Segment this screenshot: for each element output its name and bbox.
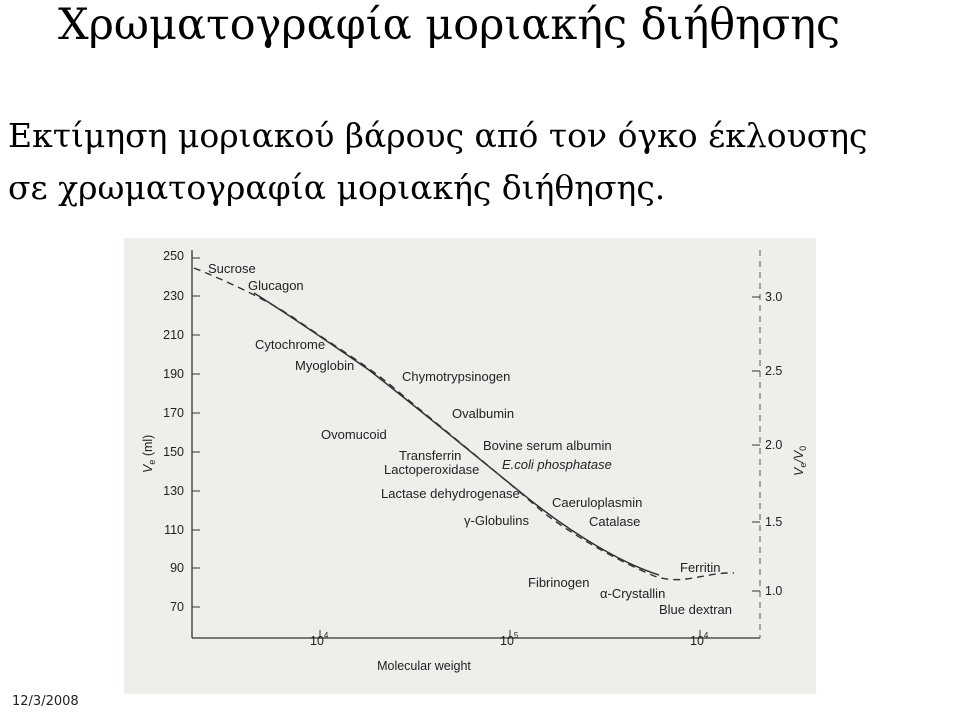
left-tick-label: 230: [163, 289, 184, 303]
protein-label-blue-dextran: Blue dextran: [659, 602, 732, 617]
elution-volume-figure: 250 230 210 190 170 150 130 110 90 70 Ve…: [124, 238, 816, 694]
left-tick-marks: [192, 257, 200, 608]
subtitle-line-2: σε χρωματογραφία μοριακής διήθησης.: [8, 168, 666, 207]
protein-label-lactoperoxidase: Lactoperoxidase: [384, 462, 479, 477]
x-tick-label: 105: [500, 631, 519, 648]
protein-label-alpha-crystallin: α-Crystallin: [600, 586, 665, 601]
right-axis-title: Ve/V0: [792, 446, 808, 476]
slide-subtitle: Εκτίμηση μοριακού βάρους από τον όγκο έκ…: [8, 110, 958, 214]
left-tick-label: 70: [170, 600, 184, 614]
left-tick-label: 210: [163, 328, 184, 342]
subtitle-line-1: Εκτίμηση μοριακού βάρους από τον όγκο έκ…: [8, 116, 868, 155]
protein-label-ferritin: Ferritin: [680, 560, 720, 575]
calibration-curve: [253, 292, 660, 576]
protein-label-lactase-dehydrogenase: Lactase dehydrogenase: [381, 486, 520, 501]
protein-label-catalase: Catalase: [589, 514, 640, 529]
left-tick-label: 110: [164, 523, 184, 537]
right-tick-label: 3.0: [765, 290, 782, 304]
protein-label-bovine-serum-albumin: Bovine serum albumin: [483, 438, 612, 453]
elution-volume-plot: 250 230 210 190 170 150 130 110 90 70 Ve…: [141, 249, 808, 673]
slide-title: Χρωματογραφία μοριακής διήθησης: [58, 0, 841, 50]
protein-label-ovalbumin: Ovalbumin: [452, 406, 514, 421]
protein-label-gamma-globulins: γ-Globulins: [464, 513, 530, 528]
right-tick-label: 2.0: [765, 438, 782, 452]
protein-label-glucagon: Glucagon: [248, 278, 304, 293]
left-tick-label: 170: [163, 406, 184, 420]
right-tick-label: 1.0: [765, 584, 782, 598]
right-tick-label: 2.5: [765, 364, 782, 378]
left-tick-label: 150: [163, 445, 184, 459]
protein-label-chymotrypsinogen: Chymotrypsinogen: [402, 369, 510, 384]
bottom-tick-marks: [319, 630, 701, 638]
protein-label-fibrinogen: Fibrinogen: [528, 575, 589, 590]
protein-label-myoglobin: Myoglobin: [295, 358, 354, 373]
protein-label-cytochrome: Cytochrome: [255, 337, 325, 352]
left-tick-label: 130: [163, 484, 184, 498]
x-axis-title: Molecular weight: [377, 659, 471, 673]
right-tick-marks: [752, 296, 760, 592]
x-tick-label: 104: [310, 631, 329, 648]
protein-label-ecoli-phosphatase: E.coli phosphatase: [502, 457, 612, 472]
left-tick-label: 190: [163, 367, 184, 381]
x-tick-label: 104: [690, 631, 709, 648]
slide-date: 12/3/2008: [12, 694, 79, 709]
protein-label-transferrin: Transferrin: [399, 448, 461, 463]
left-tick-label: 250: [163, 249, 184, 263]
protein-label-sucrose: Sucrose: [208, 261, 256, 276]
left-tick-label: 90: [170, 561, 184, 575]
right-tick-label: 1.5: [765, 515, 782, 529]
protein-label-caeruloplasmin: Caeruloplasmin: [552, 495, 642, 510]
calibration-curve-dashed: [193, 267, 735, 581]
protein-label-ovomucoid: Ovomucoid: [321, 427, 387, 442]
left-axis-title: Ve (ml): [141, 435, 157, 473]
